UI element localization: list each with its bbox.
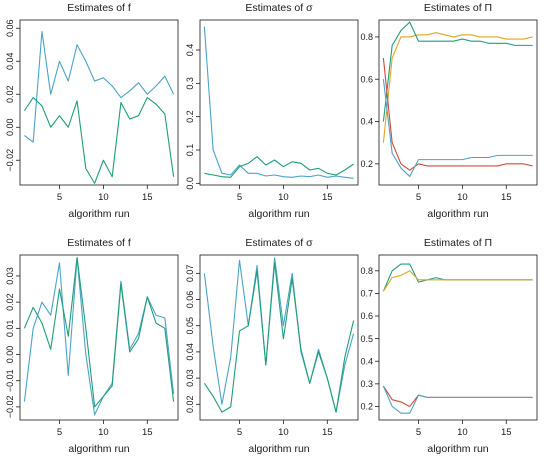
- y-tick-label: 0.7: [360, 289, 373, 299]
- series-line-blue: [382, 385, 533, 414]
- x-tick-label: 10: [278, 192, 289, 203]
- plot-frame: [19, 254, 179, 421]
- y-tick-label: 0.8: [360, 266, 373, 276]
- plot-frame: [199, 19, 359, 186]
- y-tick-label: 0.02: [185, 396, 195, 414]
- chart-panel-4: Estimates of f algorithm run 5 10 15 −0.02 −0.…: [5, 237, 179, 455]
- y-tick-label: 0.5: [360, 334, 373, 344]
- series-line-green: [23, 97, 175, 184]
- series-line-red: [382, 385, 533, 407]
- y-tick-label: 0.00: [5, 346, 15, 364]
- chart-panel-1: Estimates of f algorithm run 5 10 15 −0.02 0.0…: [5, 2, 179, 220]
- plot-frame: [199, 254, 359, 421]
- y-tick-label: 0.6: [360, 74, 373, 84]
- y-tick-label: 0.05: [185, 317, 195, 335]
- x-tick-label: 10: [98, 427, 109, 438]
- x-tick-label: 15: [142, 192, 153, 203]
- chart-title: Estimates of f: [67, 2, 131, 14]
- series-line-green: [23, 257, 175, 408]
- y-tick-label: 0.2: [360, 159, 373, 169]
- y-tick-label: 0.0: [185, 177, 195, 190]
- y-tick-label: 0.2: [360, 402, 373, 412]
- series-line-red: [382, 58, 533, 171]
- x-axis-label: algorithm run: [427, 443, 488, 455]
- series-line-orange: [382, 32, 533, 143]
- series-line-orange: [382, 270, 533, 292]
- x-tick-label: 10: [457, 427, 468, 438]
- x-tick-label: 15: [322, 192, 333, 203]
- series-line-green: [382, 263, 533, 292]
- x-axis-label: algorithm run: [248, 443, 309, 455]
- series-line-green: [203, 262, 355, 413]
- y-tick-label: 0.02: [5, 85, 15, 103]
- plot-frame: [378, 19, 538, 186]
- chart-title: Estimates of σ: [245, 237, 313, 249]
- x-tick-label: 15: [501, 427, 512, 438]
- series-line-blue: [203, 26, 354, 179]
- y-tick-label: 0.3: [185, 77, 195, 90]
- x-tick-label: 5: [57, 192, 62, 203]
- x-tick-label: 15: [142, 427, 153, 438]
- y-tick-label: 0.06: [185, 291, 195, 309]
- y-tick-label: −0.02: [5, 149, 15, 172]
- x-axis-label: algorithm run: [248, 208, 309, 220]
- x-tick-label: 10: [457, 192, 468, 203]
- y-tick-label: 0.4: [185, 44, 195, 57]
- y-tick-label: 0.3: [360, 379, 373, 389]
- chart-panel-5: Estimates of σ algorithm run 5 10 15 0.02 0.03…: [185, 237, 359, 455]
- series-line-blue: [203, 257, 355, 413]
- x-axis-label: algorithm run: [68, 208, 129, 220]
- y-tick-label: 0.02: [5, 293, 15, 311]
- series-line-blue: [24, 30, 175, 143]
- y-tick-label: 0.8: [360, 32, 373, 42]
- y-tick-label: 0.03: [5, 267, 15, 285]
- y-tick-label: 0.2: [185, 110, 195, 123]
- y-tick-label: 0.07: [185, 265, 195, 283]
- y-tick-label: 0.04: [5, 52, 15, 70]
- y-tick-label: 0.00: [5, 118, 15, 136]
- y-tick-label: 0.1: [185, 144, 195, 157]
- y-tick-label: 0.4: [360, 117, 373, 127]
- y-tick-label: 0.03: [185, 369, 195, 387]
- plot-frame: [378, 254, 538, 421]
- chart-title: Estimates of σ: [245, 2, 313, 14]
- series-line-green: [204, 156, 354, 178]
- y-tick-label: −0.01: [5, 369, 15, 392]
- y-tick-label: −0.02: [5, 396, 15, 419]
- x-tick-label: 15: [501, 192, 512, 203]
- y-tick-label: 0.04: [185, 343, 195, 361]
- series-line-blue: [382, 79, 533, 178]
- x-axis-label: algorithm run: [427, 208, 488, 220]
- x-tick-label: 5: [416, 427, 421, 438]
- chart-title: Estimates of Π: [424, 237, 492, 249]
- x-tick-label: 5: [237, 427, 242, 438]
- y-tick-label: 0.6: [360, 311, 373, 321]
- x-tick-label: 10: [278, 427, 289, 438]
- y-tick-label: 0.06: [5, 19, 15, 37]
- chart-panel-6: Estimates of Π algorithm run 5 10 15 0.2 0.3 0.…: [360, 237, 538, 455]
- x-tick-label: 5: [237, 192, 242, 203]
- x-tick-label: 10: [98, 192, 109, 203]
- series-line-green: [382, 21, 533, 122]
- y-tick-label: 0.01: [5, 320, 15, 338]
- plot-frame: [19, 19, 179, 186]
- x-axis-label: algorithm run: [68, 443, 129, 455]
- x-tick-label: 15: [322, 427, 333, 438]
- x-tick-label: 5: [57, 427, 62, 438]
- chart-title: Estimates of f: [67, 237, 131, 249]
- y-tick-label: 0.4: [360, 356, 373, 366]
- x-tick-label: 5: [416, 192, 421, 203]
- chart-panel-2: Estimates of σ algorithm run 5 10 15 0.0 0.1 0.…: [185, 2, 359, 220]
- chart-panel-3: Estimates of Π algorithm run 5 10 15 0.2 0.4 0.…: [360, 2, 538, 220]
- chart-title: Estimates of Π: [424, 2, 492, 14]
